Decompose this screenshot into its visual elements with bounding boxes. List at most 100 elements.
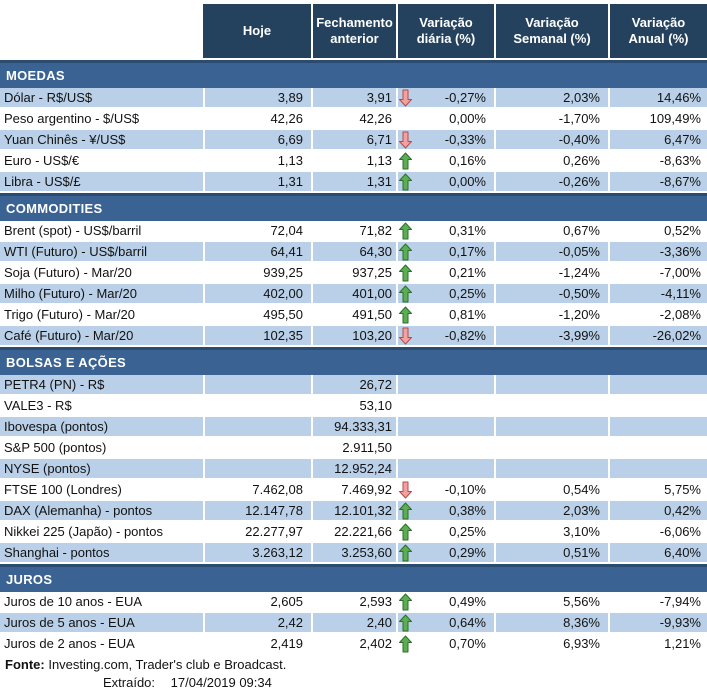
variacao-anual-value: 1,21% (608, 634, 707, 653)
hoje-value (203, 375, 311, 394)
variacao-diaria-cell (396, 438, 494, 457)
variacao-diaria-cell: 0,00% (396, 172, 494, 191)
variacao-diaria-cell: 0,21% (396, 263, 494, 282)
variacao-semanal-value: 5,56% (494, 592, 608, 611)
fechamento-anterior-value: 3,91 (311, 88, 396, 107)
variacao-diaria-value: 0,64% (449, 615, 486, 630)
variacao-semanal-value (494, 459, 608, 478)
fechamento-anterior-value: 42,26 (311, 109, 396, 128)
instrument-label: S&P 500 (pontos) (4, 440, 107, 455)
table-row: Trigo (Futuro) - Mar/20 495,50 491,50 0,… (0, 305, 707, 324)
hoje-value (203, 438, 311, 457)
variacao-semanal-value (494, 375, 608, 394)
variacao-diaria-cell (396, 375, 494, 394)
variacao-semanal-value: 0,51% (494, 543, 608, 562)
variacao-diaria-cell: 0,64% (396, 613, 494, 632)
table-row: DAX (Alemanha) - pontos 12.147,78 12.101… (0, 501, 707, 520)
variacao-anual-value: -8,63% (608, 151, 707, 170)
variacao-diaria-cell: 0,29% (396, 543, 494, 562)
variacao-semanal-value: -1,20% (494, 305, 608, 324)
variacao-diaria-value: 0,00% (449, 111, 486, 126)
variacao-diaria-cell: 0,00% (396, 109, 494, 128)
variacao-anual-value: -4,11% (608, 284, 707, 303)
hoje-value: 7.462,08 (203, 480, 311, 499)
hoje-value: 22.277,97 (203, 522, 311, 541)
variacao-diaria-value: 0,81% (449, 307, 486, 322)
table-row: Juros de 10 anos - EUA 2,605 2,593 0,49%… (0, 592, 707, 611)
fechamento-anterior-value: 53,10 (311, 396, 396, 415)
variacao-anual-value: 0,42% (608, 501, 707, 520)
instrument-label: Soja (Futuro) - Mar/20 (4, 265, 132, 280)
variacao-semanal-value: -1,70% (494, 109, 608, 128)
source-label: Fonte: (5, 657, 45, 672)
up-arrow-icon (399, 173, 412, 190)
report-footer: Fonte: Investing.com, Trader's club e Br… (0, 656, 707, 692)
hoje-value: 42,26 (203, 109, 311, 128)
fechamento-anterior-value: 12.101,32 (311, 501, 396, 520)
up-arrow-icon (399, 243, 412, 260)
fechamento-anterior-value: 12.952,24 (311, 459, 396, 478)
variacao-diaria-value: 0,25% (449, 286, 486, 301)
fechamento-anterior-value: 2,593 (311, 592, 396, 611)
variacao-diaria-value: 0,16% (449, 153, 486, 168)
variacao-anual-value: -7,94% (608, 592, 707, 611)
column-header-variacao-semanal: Variação Semanal (%) (494, 4, 608, 58)
variacao-diaria-value: 0,17% (449, 244, 486, 259)
variacao-anual-value: 5,75% (608, 480, 707, 499)
variacao-semanal-value: 0,54% (494, 480, 608, 499)
hoje-value (203, 417, 311, 436)
variacao-semanal-value: 2,03% (494, 88, 608, 107)
instrument-label: VALE3 - R$ (4, 398, 72, 413)
section-title: BOLSAS E AÇÕES (6, 355, 127, 370)
extracted-timestamp: 17/04/2019 09:34 (170, 675, 272, 690)
fechamento-anterior-value: 64,30 (311, 242, 396, 261)
instrument-label: Yuan Chinês - ¥/US$ (0, 130, 203, 149)
column-header-fechamento-anterior: Fechamento anterior (311, 4, 396, 58)
variacao-diaria-cell (396, 417, 494, 436)
fechamento-anterior-value: 2,402 (311, 634, 396, 653)
instrument-label: Shanghai - pontos (0, 543, 203, 562)
fechamento-anterior-value: 3.253,60 (311, 543, 396, 562)
variacao-semanal-value: -0,26% (494, 172, 608, 191)
instrument-label: NYSE (pontos) (0, 459, 203, 478)
up-arrow-icon (399, 614, 412, 631)
table-row: Juros de 2 anos - EUA 2,419 2,402 0,70% … (0, 634, 707, 653)
table-row: Peso argentino - $/US$ 42,26 42,26 0,00%… (0, 109, 707, 128)
variacao-diaria-value: 0,31% (449, 223, 486, 238)
extracted-line: Extraído: 17/04/2019 09:34 (0, 674, 707, 692)
up-arrow-icon (399, 152, 412, 169)
table-row: WTI (Futuro) - US$/barril 64,41 64,30 0,… (0, 242, 707, 261)
table-row: Libra - US$/£ 1,31 1,31 0,00% -0,26% -8,… (0, 172, 707, 191)
variacao-diaria-cell: 0,17% (396, 242, 494, 261)
variacao-anual-value (608, 459, 707, 478)
down-arrow-icon (399, 89, 412, 106)
column-header-row: Hoje Fechamento anterior Variação diária… (0, 4, 707, 58)
up-arrow-icon (399, 635, 412, 652)
variacao-semanal-value: 6,93% (494, 634, 608, 653)
up-arrow-icon (399, 593, 412, 610)
variacao-diaria-cell: 0,25% (396, 284, 494, 303)
instrument-label: Trigo (Futuro) - Mar/20 (4, 307, 135, 322)
hoje-value: 1,31 (203, 172, 311, 191)
fechamento-anterior-value: 1,13 (311, 151, 396, 170)
section-title: MOEDAS (6, 68, 65, 83)
variacao-anual-value: 109,49% (608, 109, 707, 128)
instrument-label: Juros de 5 anos - EUA (0, 613, 203, 632)
variacao-semanal-value: -3,99% (494, 326, 608, 345)
down-arrow-icon (399, 481, 412, 498)
fechamento-anterior-value: 7.469,92 (311, 480, 396, 499)
instrument-label: Milho (Futuro) - Mar/20 (0, 284, 203, 303)
table-row: Ibovespa (pontos) 94.333,31 (0, 417, 707, 436)
variacao-diaria-value: -0,10% (444, 482, 486, 497)
table-row: Nikkei 225 (Japão) - pontos 22.277,97 22… (0, 522, 707, 541)
variacao-diaria-value: 0,25% (449, 524, 486, 539)
table-body: MOEDAS Dólar - R$/US$ 3,89 3,91 -0,27% 2… (0, 60, 707, 653)
instrument-label: Brent (spot) - US$/barril (4, 223, 142, 238)
fechamento-anterior-value: 6,71 (311, 130, 396, 149)
hoje-value: 495,50 (203, 305, 311, 324)
variacao-anual-value: -8,67% (608, 172, 707, 191)
variacao-anual-value: 0,52% (608, 221, 707, 240)
up-arrow-icon (399, 222, 412, 239)
variacao-anual-value (608, 438, 707, 457)
